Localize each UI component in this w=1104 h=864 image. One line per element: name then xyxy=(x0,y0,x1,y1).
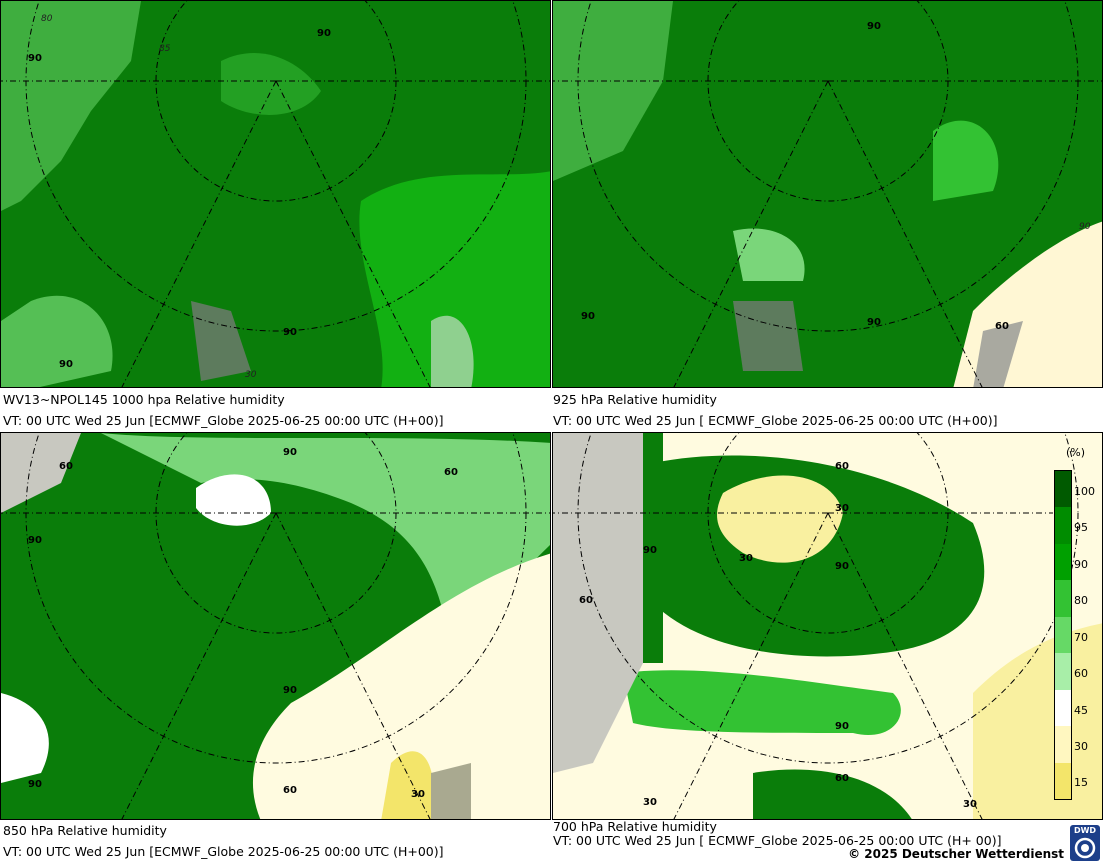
contour-label: 30 xyxy=(963,799,977,810)
contour-label: 90 xyxy=(835,721,849,732)
humidity-map-700hpa: 60 30 30 90 90 60 90 60 30 30 xyxy=(553,433,1102,819)
panel-title: 700 hPa Relative humidity xyxy=(553,819,717,834)
contour-label: 90 xyxy=(283,447,297,458)
legend-level-label: 70 xyxy=(1074,630,1088,644)
contour-label: 60 xyxy=(995,321,1009,332)
contour-label: 30 xyxy=(411,789,425,800)
contour-label: 90 xyxy=(59,359,73,370)
logo-text: DWD xyxy=(1073,826,1097,835)
contour-label: 60 xyxy=(579,595,593,606)
contour-label: 90 xyxy=(28,779,42,790)
dwd-logo: DWD xyxy=(1070,825,1100,861)
contour-label: 60 xyxy=(283,785,297,796)
legend-swatch xyxy=(1055,507,1071,544)
legend-level-label: 45 xyxy=(1074,703,1088,717)
panel-valid-time: VT: 00 UTC Wed 25 Jun [ ECMWF_Globe 2025… xyxy=(553,413,998,428)
panel-valid-time: VT: 00 UTC Wed 25 Jun [ECMWF_Globe 2025-… xyxy=(3,844,444,859)
panel-valid-time: VT: 00 UTC Wed 25 Jun [ECMWF_Globe 2025-… xyxy=(3,413,444,428)
color-legend xyxy=(1054,470,1072,800)
legend-swatch xyxy=(1055,616,1071,654)
legend-swatch xyxy=(1055,653,1071,690)
panel-valid-time: VT: 00 UTC Wed 25 Jun [ ECMWF_Globe 2025… xyxy=(553,833,1002,848)
contour-label: 60 xyxy=(835,461,849,472)
legend-unit: (%) xyxy=(1066,446,1086,459)
legend-level-label: 95 xyxy=(1074,521,1088,535)
panel-title: WV13~NPOL145 1000 hpa Relative humidity xyxy=(3,392,285,407)
contour-label: 60 xyxy=(835,773,849,784)
contour-label: 60 xyxy=(59,461,73,472)
svg-text:80: 80 xyxy=(41,14,53,24)
contour-label: 90 xyxy=(283,327,297,338)
contour-label: 90 xyxy=(643,545,657,556)
contour-label: 90 xyxy=(1079,222,1091,232)
map-panel-850hpa: 60 90 90 60 90 60 30 90 xyxy=(0,432,551,820)
contour-label: 90 xyxy=(28,53,42,64)
contour-label: 30 xyxy=(835,503,849,514)
legend-level-label: 15 xyxy=(1074,776,1088,790)
contour-label: 30 xyxy=(245,370,257,380)
map-panel-700hpa: 60 30 30 90 90 60 90 60 30 30 xyxy=(552,432,1103,820)
panel-title: 925 hPa Relative humidity xyxy=(553,392,717,407)
contour-label: 90 xyxy=(283,685,297,696)
legend-level-label: 100 xyxy=(1074,484,1095,498)
map-panel-1000hpa: 80 85 90 90 90 90 30 xyxy=(0,0,551,388)
legend-swatch xyxy=(1055,762,1071,799)
humidity-map-925hpa: 90 90 90 60 90 xyxy=(553,1,1102,387)
contour-label: 90 xyxy=(835,561,849,572)
copyright: © 2025 Deutscher Wetterdienst xyxy=(848,847,1064,861)
map-panel-925hpa: 90 90 90 60 90 xyxy=(552,0,1103,388)
contour-label: 90 xyxy=(867,317,881,328)
contour-label: 90 xyxy=(28,535,42,546)
humidity-map-850hpa: 60 90 90 60 90 60 30 90 xyxy=(1,433,550,819)
panel-title: 850 hPa Relative humidity xyxy=(3,823,167,838)
legend-level-label: 60 xyxy=(1074,667,1088,681)
legend-swatch xyxy=(1055,471,1071,508)
legend-swatch xyxy=(1055,580,1071,617)
contour-label: 30 xyxy=(739,553,753,564)
legend-level-label: 90 xyxy=(1074,557,1088,571)
contour-label: 30 xyxy=(643,797,657,808)
contour-label: 90 xyxy=(581,311,595,322)
humidity-map-1000hpa: 80 85 90 90 90 90 30 xyxy=(1,1,550,387)
legend-swatch xyxy=(1055,543,1071,581)
legend-level-label: 80 xyxy=(1074,594,1088,608)
contour-label: 90 xyxy=(867,21,881,32)
svg-text:85: 85 xyxy=(159,44,171,54)
legend-level-label: 30 xyxy=(1074,739,1088,753)
contour-label: 90 xyxy=(317,28,331,39)
contour-label: 60 xyxy=(444,467,458,478)
legend-swatch xyxy=(1055,726,1071,763)
legend-swatch xyxy=(1055,689,1071,727)
